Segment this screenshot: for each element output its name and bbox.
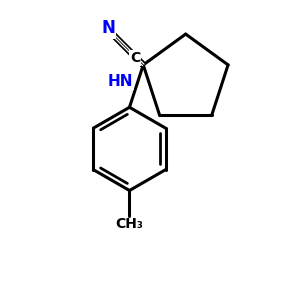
Text: N: N bbox=[101, 19, 115, 37]
Text: C: C bbox=[130, 51, 140, 65]
Text: CH₃: CH₃ bbox=[116, 217, 143, 231]
Text: HN: HN bbox=[107, 74, 133, 89]
